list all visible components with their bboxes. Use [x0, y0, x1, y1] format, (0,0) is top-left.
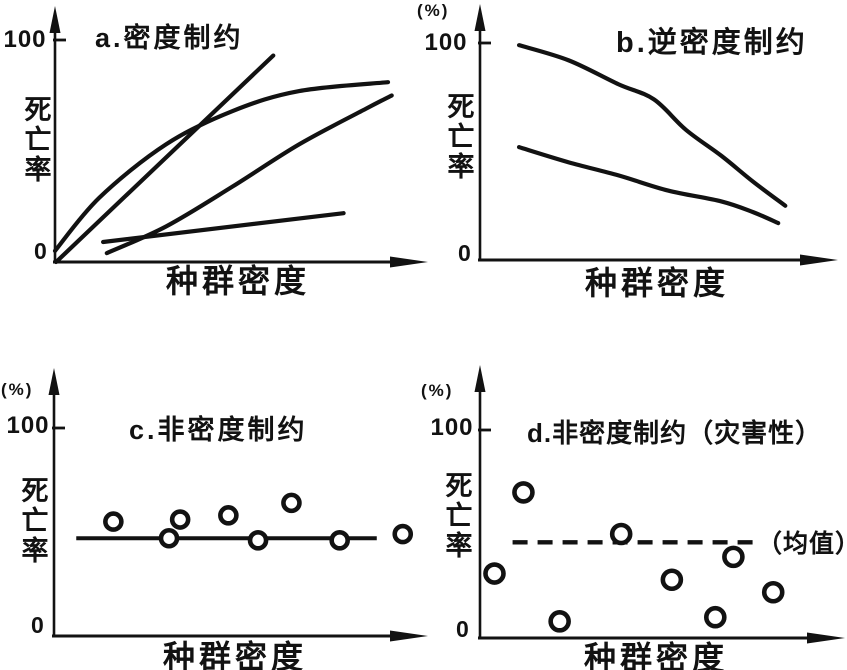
panel-c-unit-label: (%) — [1, 380, 34, 399]
panel-a-y-axis-label: 死亡率 — [24, 95, 52, 185]
panel-b-x-axis-label: 种群密度 — [585, 265, 730, 301]
panel-d-x-axis-arrow-icon — [807, 632, 845, 644]
panel-d-data-point — [722, 545, 745, 569]
panel-a-x-axis-arrow-icon — [390, 256, 428, 268]
panel-d-data-point — [548, 610, 571, 633]
panel-c-title: c.非密度制约 — [129, 415, 308, 445]
panel-c-ytick-100: 100 — [6, 412, 50, 439]
panel-c-y-axis-label: 死亡率 — [21, 476, 49, 566]
panel-c-data-point — [329, 530, 350, 551]
panel-b-series-lower-declining-curve — [516, 145, 781, 226]
panel-d-data-point — [512, 481, 535, 504]
panel-d-y-axis-label: 死亡率 — [445, 471, 473, 561]
panel-a-series-sigmoid-curve — [104, 93, 394, 256]
panel-a-series-steep-linear — [54, 53, 276, 265]
panel-d-ytick-100: 100 — [430, 414, 474, 441]
panel-a-title: a.密度制约 — [95, 23, 244, 53]
panel-c-data-point — [169, 509, 191, 530]
panel-b-ytick-0: 0 — [458, 240, 471, 266]
panel-b-y-axis-arrow-icon — [474, 4, 486, 31]
panel-d-ytick-0: 0 — [456, 616, 469, 642]
panel-a-ytick-0: 0 — [34, 238, 47, 264]
panel-b-ytick-100: 100 — [424, 29, 468, 56]
panel-d-data-point — [761, 580, 785, 604]
panel-d-data-point — [703, 605, 727, 629]
panel-b-y-axis-label: 死亡率 — [447, 92, 475, 182]
panel-b-unit-label: (%) — [417, 1, 450, 20]
panel-a-ytick-100: 100 — [3, 26, 47, 53]
panel-d-mean-line-label: （均值） — [757, 530, 847, 558]
panel-a-series-shallow-linear — [101, 211, 346, 245]
panel-d-data-point — [660, 568, 684, 592]
panel-c-ytick-0: 0 — [31, 612, 44, 638]
panel-b-series-upper-declining-curve — [516, 43, 788, 208]
panel-c-x-axis-label: 种群密度 — [163, 639, 308, 670]
panel-d-x-axis-label: 种群密度 — [584, 640, 729, 670]
panel-c-data-point — [247, 530, 269, 551]
panel-c-data-point — [158, 527, 180, 549]
panel-d-unit-label: (%) — [421, 381, 454, 400]
panel-c-data-point — [281, 492, 302, 514]
panel-b-x-axis-arrow-icon — [800, 254, 838, 266]
panel-d-data-point — [609, 522, 633, 546]
panel-d-data-point — [483, 562, 506, 585]
panel-c-data-point — [392, 523, 414, 545]
panel-b-title: b.逆密度制约 — [616, 27, 808, 59]
panel-d-y-axis-arrow-icon — [474, 365, 486, 392]
panel-d-title: d.非密度制约（灾害性） — [527, 418, 823, 448]
panel-c-data-point — [218, 505, 239, 526]
panel-a-x-axis-label: 种群密度 — [166, 263, 311, 299]
panel-c-y-axis-arrow-icon — [48, 368, 60, 395]
panel-c-x-axis-arrow-icon — [390, 630, 428, 642]
panel-a-y-axis-arrow-icon — [49, 6, 61, 33]
panel-a-series-saturating-curve-upper — [52, 80, 391, 253]
panel-c-data-point — [103, 511, 124, 532]
